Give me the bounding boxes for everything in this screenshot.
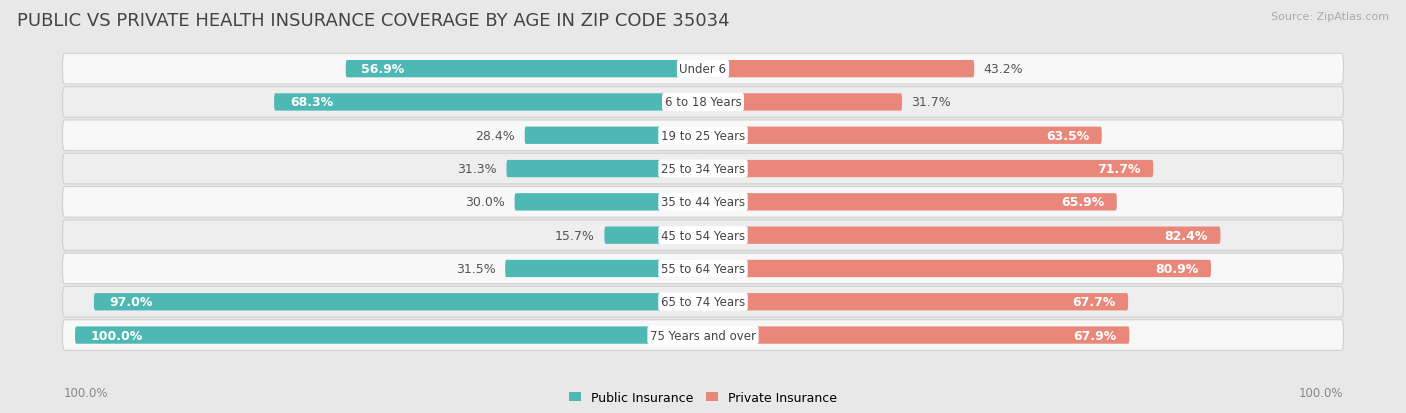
Text: 28.4%: 28.4% [475,129,515,142]
Text: 31.3%: 31.3% [457,163,498,176]
FancyBboxPatch shape [62,254,1344,284]
Text: PUBLIC VS PRIVATE HEALTH INSURANCE COVERAGE BY AGE IN ZIP CODE 35034: PUBLIC VS PRIVATE HEALTH INSURANCE COVER… [17,12,730,30]
Text: 31.5%: 31.5% [456,262,496,275]
FancyBboxPatch shape [94,293,703,311]
FancyBboxPatch shape [62,121,1344,151]
FancyBboxPatch shape [703,227,1220,244]
FancyBboxPatch shape [703,94,903,112]
Text: 100.0%: 100.0% [91,329,143,342]
FancyBboxPatch shape [703,260,1211,278]
Text: 80.9%: 80.9% [1156,262,1198,275]
Text: 67.7%: 67.7% [1073,296,1115,309]
FancyBboxPatch shape [62,287,1344,317]
Text: 19 to 25 Years: 19 to 25 Years [661,129,745,142]
Text: 65.9%: 65.9% [1062,196,1104,209]
Text: 68.3%: 68.3% [290,96,333,109]
FancyBboxPatch shape [703,161,1153,178]
FancyBboxPatch shape [62,187,1344,218]
Text: 63.5%: 63.5% [1046,129,1090,142]
FancyBboxPatch shape [505,260,703,278]
Text: 45 to 54 Years: 45 to 54 Years [661,229,745,242]
Text: 100.0%: 100.0% [63,386,108,399]
FancyBboxPatch shape [703,293,1128,311]
FancyBboxPatch shape [62,320,1344,351]
FancyBboxPatch shape [703,327,1129,344]
Text: 6 to 18 Years: 6 to 18 Years [665,96,741,109]
Text: 82.4%: 82.4% [1164,229,1208,242]
Text: 43.2%: 43.2% [984,63,1024,76]
FancyBboxPatch shape [703,194,1116,211]
FancyBboxPatch shape [703,61,974,78]
FancyBboxPatch shape [274,94,703,112]
Text: 56.9%: 56.9% [361,63,405,76]
Text: 55 to 64 Years: 55 to 64 Years [661,262,745,275]
Legend: Public Insurance, Private Insurance: Public Insurance, Private Insurance [568,391,838,404]
FancyBboxPatch shape [75,327,703,344]
Text: Under 6: Under 6 [679,63,727,76]
FancyBboxPatch shape [506,161,703,178]
FancyBboxPatch shape [515,194,703,211]
Text: Source: ZipAtlas.com: Source: ZipAtlas.com [1271,12,1389,22]
Text: 65 to 74 Years: 65 to 74 Years [661,296,745,309]
Text: 25 to 34 Years: 25 to 34 Years [661,163,745,176]
FancyBboxPatch shape [62,54,1344,85]
FancyBboxPatch shape [346,61,703,78]
Text: 15.7%: 15.7% [555,229,595,242]
FancyBboxPatch shape [62,88,1344,118]
Text: 31.7%: 31.7% [911,96,952,109]
Text: 67.9%: 67.9% [1074,329,1116,342]
Text: 30.0%: 30.0% [465,196,505,209]
FancyBboxPatch shape [524,127,703,145]
Text: 71.7%: 71.7% [1097,163,1140,176]
FancyBboxPatch shape [703,127,1102,145]
Text: 97.0%: 97.0% [110,296,153,309]
FancyBboxPatch shape [62,220,1344,251]
Text: 35 to 44 Years: 35 to 44 Years [661,196,745,209]
FancyBboxPatch shape [605,227,703,244]
FancyBboxPatch shape [62,154,1344,185]
Text: 100.0%: 100.0% [1298,386,1343,399]
Text: 75 Years and over: 75 Years and over [650,329,756,342]
